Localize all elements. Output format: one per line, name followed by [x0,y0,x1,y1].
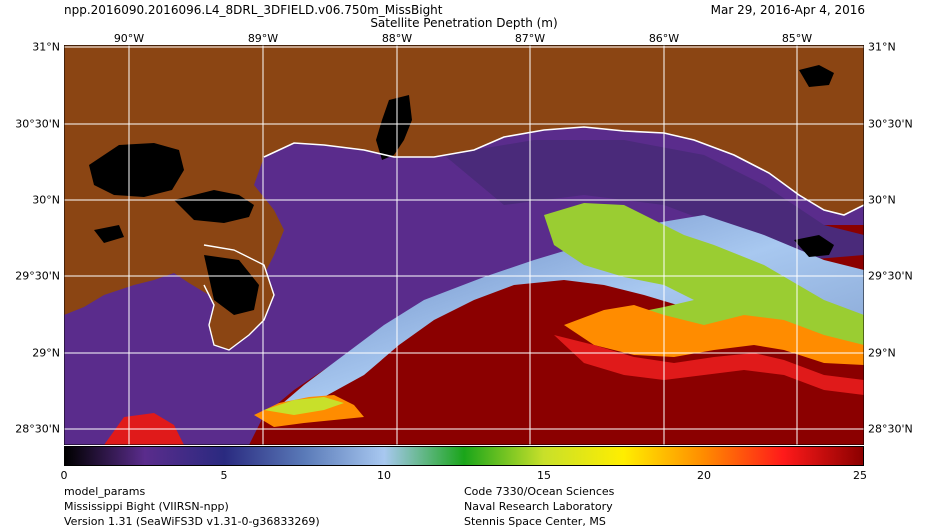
product-filename: npp.2016090.2016096.L4_8DRL_3DFIELD.v06.… [64,3,443,17]
lat-label-right-28-30n: 28°30'N [868,422,913,436]
product-title: Satellite Penetration Depth (m) [370,16,558,30]
lat-label-left-28-30n: 28°30'N [15,422,60,436]
footer-location: Stennis Space Center, MS [464,515,606,528]
lake-maurepas [94,225,124,243]
colorbar-tick-0: 0 [60,469,68,482]
colorbar [64,446,864,466]
choctawhatchee-bay [799,65,834,87]
lat-label-left-29n: 29°N [32,346,60,360]
delta-coastline [203,244,275,351]
penetration-depth-map [64,45,864,445]
graticule [64,45,864,445]
lat-label-left-30n: 30°N [32,193,60,207]
red-front [554,335,864,395]
orange-front [564,305,864,365]
colorbar-tick-25: 25 [853,469,867,482]
lake-pontchartrain [89,143,184,197]
lat-label-right-30-30n: 30°30'N [868,117,913,131]
colorbar-tick-15: 15 [537,469,551,482]
lat-label-left-30-30n: 30°30'N [15,117,60,131]
lat-label-left-29-30n: 29°30'N [15,269,60,283]
colorbar-tick-10: 10 [377,469,391,482]
colorbar-tick-20: 20 [697,469,711,482]
lon-label-90w: 90°W [113,32,145,45]
coastline [263,126,864,216]
green-plume [544,203,864,345]
lat-label-left-31n: 31°N [32,40,60,54]
lat-label-right-29-30n: 29°30'N [868,269,913,283]
mobile-bay [376,95,412,160]
footer-region: Mississippi Bight (VIIRSN-npp) [64,500,229,513]
lat-label-right-30n: 30°N [868,193,896,207]
lake-borgne [174,190,254,223]
lon-label-88w: 88°W [381,32,413,45]
lat-label-right-29n: 29°N [868,346,896,360]
delta-plume-green [264,397,344,415]
lon-label-85w: 85°W [781,32,813,45]
apalachicola-bay [794,235,834,257]
colorbar-tick-5: 5 [220,469,228,482]
lon-label-86w: 86°W [648,32,680,45]
barataria-bay [204,255,259,315]
lon-label-87w: 87°W [514,32,546,45]
date-range: Mar 29, 2016-Apr 4, 2016 [710,3,865,17]
footer-model-params: model_params [64,485,146,498]
footer-lab: Naval Research Laboratory [464,500,613,513]
lon-label-89w: 89°W [247,32,279,45]
footer-version: Version 1.31 (SeaWiFS3D v1.31-0-g3683326… [64,515,320,528]
footer-code: Code 7330/Ocean Sciences [464,485,615,498]
lat-label-right-31n: 31°N [868,40,896,54]
